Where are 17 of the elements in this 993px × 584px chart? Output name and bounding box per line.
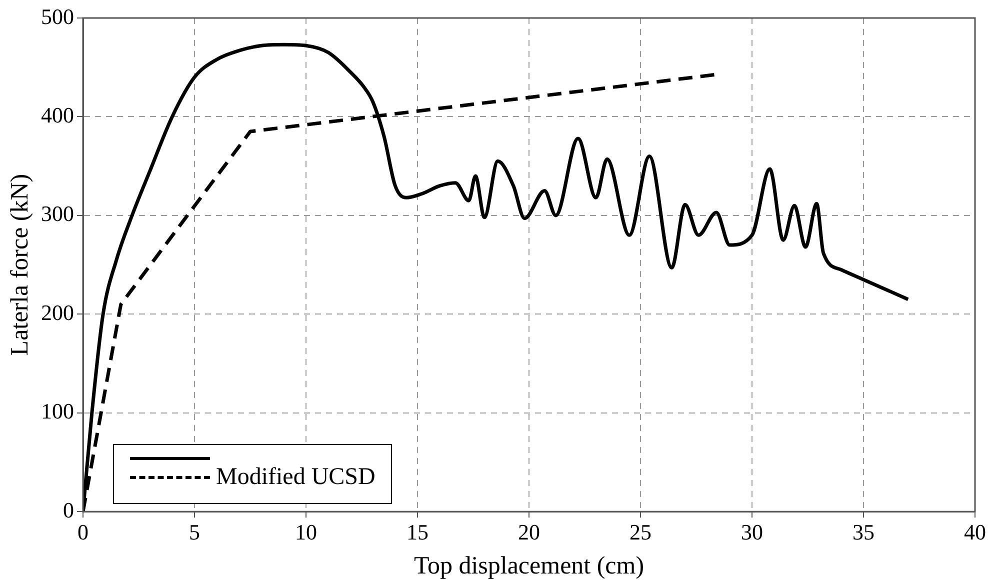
y-tick-label: 300 (41, 201, 74, 226)
x-tick-label: 5 (189, 520, 200, 545)
x-tick-label: 20 (518, 520, 540, 545)
y-tick-label: 100 (41, 398, 74, 424)
y-tick-label: 200 (41, 300, 74, 325)
x-tick-label: 25 (630, 520, 652, 545)
y-axis-title: Laterla force (kN) (6, 174, 34, 356)
x-tick-label: 10 (295, 520, 317, 545)
x-tick-label: 15 (406, 520, 428, 545)
x-tick-label: 35 (852, 520, 874, 545)
y-tick-label: 0 (63, 497, 74, 522)
y-tick-label: 400 (41, 102, 74, 128)
x-tick-label: 30 (741, 520, 763, 545)
legend-label: Modified UCSD (216, 464, 376, 491)
y-tick-label: 500 (41, 4, 74, 29)
x-tick-label: 40 (964, 520, 986, 545)
x-axis-title: Top displacement (cm) (414, 552, 644, 580)
